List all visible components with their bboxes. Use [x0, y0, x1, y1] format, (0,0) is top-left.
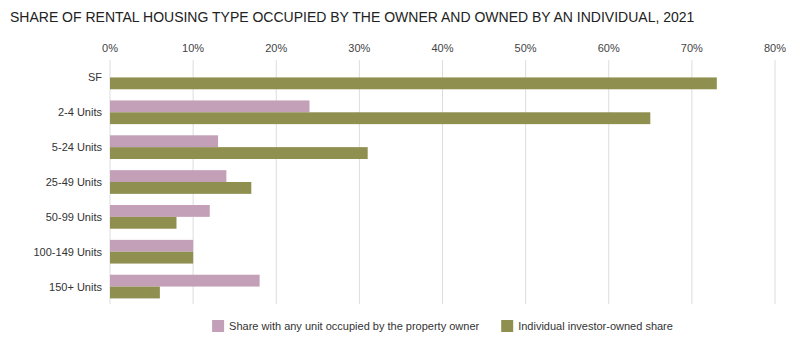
bar [110, 252, 193, 264]
bar [110, 77, 717, 89]
tick-label: 0% [102, 42, 118, 54]
bar [110, 182, 251, 194]
tick-label: 80% [764, 42, 786, 54]
title-line: SHARE OF RENTAL HOUSING TYPE OCCUPIED BY… [10, 9, 695, 25]
bar [110, 135, 218, 147]
legend-label: Share with any unit occupied by the prop… [229, 320, 479, 332]
legend-label: Individual investor-owned share [518, 320, 673, 332]
bar [110, 66, 111, 78]
tick-label: 60% [598, 42, 620, 54]
grid-line [525, 60, 526, 304]
legend: Share with any unit occupied by the prop… [212, 320, 673, 332]
category-label: 2-4 Units [58, 106, 103, 118]
bar [110, 217, 177, 229]
bar [110, 240, 193, 252]
category-label: 100-149 Units [34, 246, 103, 258]
bars [110, 77, 717, 298]
tick-label: 40% [431, 42, 453, 54]
bar [110, 205, 210, 217]
grid-line [442, 60, 443, 304]
grid-line [359, 60, 360, 304]
chart: SHARE OF RENTAL HOUSING TYPE OCCUPIED BY… [0, 0, 800, 346]
category-label: 5-24 Units [52, 141, 103, 153]
grid-line [608, 60, 609, 304]
bar [110, 287, 160, 299]
bar [110, 275, 260, 287]
bar [110, 112, 650, 124]
bar [110, 170, 226, 182]
bar [110, 100, 310, 112]
category-label: 25-49 Units [46, 176, 103, 188]
grid-line [775, 60, 776, 304]
bar [110, 147, 368, 159]
legend-swatch [212, 320, 224, 332]
tick-label: 70% [681, 42, 703, 54]
tick-label: 30% [348, 42, 370, 54]
tick-label: 50% [515, 42, 537, 54]
grid-line [691, 60, 692, 304]
legend-swatch [501, 320, 513, 332]
tick-label: 10% [182, 42, 204, 54]
category-label: 150+ Units [49, 281, 102, 293]
grid-line [276, 60, 277, 304]
category-label: SF [88, 71, 102, 83]
title: SHARE OF RENTAL HOUSING TYPE OCCUPIED BY… [10, 9, 695, 25]
category-label: 50-99 Units [46, 211, 103, 223]
grid [110, 60, 775, 304]
tick-label: 20% [265, 42, 287, 54]
